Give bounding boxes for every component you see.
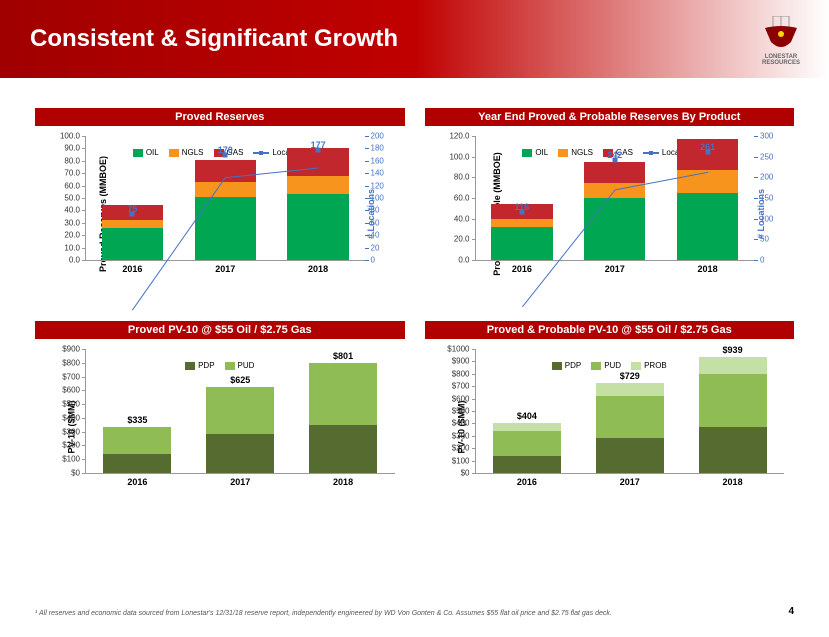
- bar-segment: [103, 454, 171, 473]
- x-category-label: 2017: [215, 260, 235, 274]
- bar-segment: [103, 427, 171, 455]
- bars: $4042016 $7292017 $9392018: [476, 349, 785, 473]
- x-category-label: 2016: [122, 260, 142, 274]
- bar-group: 2016: [491, 136, 552, 260]
- bar-group: $8012018: [309, 349, 377, 473]
- bar-segment: [584, 183, 645, 199]
- plot-area: $0$100$200$300$400$500$600$700$800$900$1…: [475, 349, 785, 474]
- chart-proved-probable: Year End Proved & Probable Reserves By P…: [425, 108, 795, 301]
- bar-segment: [493, 431, 561, 456]
- bar-segment: [493, 423, 561, 432]
- x-category-label: 2017: [230, 473, 250, 487]
- chart-body: Proved Reserves (MMBOE)# Locations0.010.…: [35, 126, 405, 301]
- bar-group: $4042016: [493, 349, 561, 473]
- bar-group: $6252017: [206, 349, 274, 473]
- bar-group: 2018: [287, 136, 348, 260]
- page-number: 4: [788, 606, 794, 617]
- bar-segment: [677, 193, 738, 260]
- bar-segment: [102, 220, 163, 227]
- chart-title: Proved Reserves: [35, 108, 405, 126]
- bar-segment: [195, 182, 256, 197]
- chart-title: Proved PV-10 @ $55 Oil / $2.75 Gas: [35, 321, 405, 339]
- bar-segment: [584, 198, 645, 260]
- slide-title: Consistent & Significant Growth: [30, 25, 398, 53]
- slide-header: Consistent & Significant Growth LONESTAR…: [0, 0, 829, 78]
- x-category-label: 2018: [723, 473, 743, 487]
- bar-segment: [596, 383, 664, 396]
- plot-area: 0.010.020.030.040.050.060.070.080.090.01…: [85, 136, 365, 261]
- bar-segment: [491, 227, 552, 260]
- footnote: ¹ All reserves and economic data sourced…: [35, 610, 612, 617]
- line-point-label: 170: [218, 145, 233, 155]
- chart-proved-pv10: Proved PV-10 @ $55 Oil / $2.75 GasPV-10 …: [35, 321, 405, 514]
- chart-body: PV-10 ($MM)$0$100$200$300$400$500$600$70…: [35, 339, 405, 514]
- x-category-label: 2016: [127, 473, 147, 487]
- bar-group: 2016: [102, 136, 163, 260]
- bar-segment: [699, 427, 767, 474]
- bar-total-label: $939: [723, 345, 743, 357]
- line-point-label: 261: [700, 142, 715, 152]
- x-category-label: 2018: [333, 473, 353, 487]
- x-category-label: 2017: [620, 473, 640, 487]
- bar-segment: [309, 363, 377, 426]
- x-category-label: 2018: [308, 260, 328, 274]
- bar-segment: [102, 228, 163, 260]
- x-category-label: 2018: [698, 260, 718, 274]
- line-point-label: 242: [607, 150, 622, 160]
- bar-segment: [699, 374, 767, 426]
- bar-segment: [206, 387, 274, 435]
- bar-segment: [206, 434, 274, 473]
- chart-title: Year End Proved & Probable Reserves By P…: [425, 108, 795, 126]
- chart-body: Proved & Probable (MMBOE)# Locations0.02…: [425, 126, 795, 301]
- x-category-label: 2016: [517, 473, 537, 487]
- plot-area: $0$100$200$300$400$500$600$700$800$900$3…: [85, 349, 395, 474]
- bar-segment: [699, 357, 767, 375]
- bar-group: $9392018: [699, 349, 767, 473]
- bar-total-label: $729: [620, 371, 640, 383]
- logo-text: LONESTARRESOURCES: [762, 54, 800, 66]
- bar-group: $3352016: [103, 349, 171, 473]
- bar-segment: [491, 219, 552, 227]
- bar-segment: [677, 170, 738, 193]
- bar-total-label: $404: [517, 411, 537, 423]
- bar-segment: [287, 194, 348, 260]
- chart-title: Proved & Probable PV-10 @ $55 Oil / $2.7…: [425, 321, 795, 339]
- bar-total-label: $801: [333, 351, 353, 363]
- bar-segment: [596, 396, 664, 439]
- bar-total-label: $335: [127, 415, 147, 427]
- bar-segment: [287, 176, 348, 195]
- bar-segment: [596, 438, 664, 473]
- bar-group: $7292017: [596, 349, 664, 473]
- line-point-label: 75: [127, 204, 137, 214]
- plot-area: 0.020.040.060.080.0100.0120.005010015020…: [475, 136, 755, 261]
- line-point-label: 116: [515, 202, 530, 212]
- chart-pp-pv10: Proved & Probable PV-10 @ $55 Oil / $2.7…: [425, 321, 795, 514]
- line-point-label: 177: [311, 140, 326, 150]
- bar-segment: [195, 197, 256, 260]
- bar-segment: [195, 160, 256, 182]
- x-category-label: 2016: [512, 260, 532, 274]
- bar-segment: [309, 425, 377, 473]
- chart-proved-reserves: Proved ReservesProved Reserves (MMBOE)# …: [35, 108, 405, 301]
- company-logo: LONESTARRESOURCES: [753, 16, 809, 72]
- bar-total-label: $625: [230, 375, 250, 387]
- charts-grid: Proved ReservesProved Reserves (MMBOE)# …: [0, 78, 829, 524]
- chart-body: PV-10 ($MM)$0$100$200$300$400$500$600$70…: [425, 339, 795, 514]
- bars: $3352016 $6252017 $8012018: [86, 349, 395, 473]
- bar-segment: [584, 162, 645, 183]
- bar-segment: [493, 456, 561, 473]
- x-category-label: 2017: [605, 260, 625, 274]
